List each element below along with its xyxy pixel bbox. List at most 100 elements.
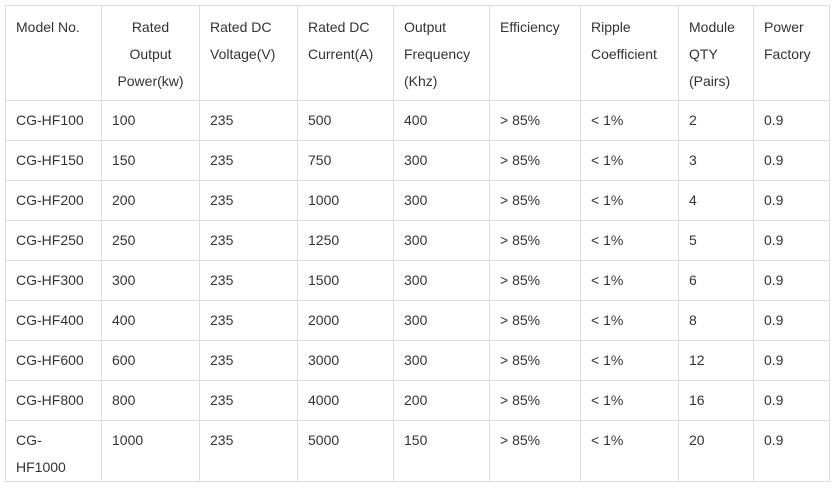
header-line: Ripple <box>591 19 631 35</box>
cell-current: 2000 <box>297 300 394 341</box>
header-line: Rated DC <box>210 19 272 35</box>
column-header-power: Rated Output Power(kw) <box>101 5 200 101</box>
cell-current: 3000 <box>297 340 394 381</box>
header-line: Rated <box>131 19 170 35</box>
cell-ripple: < 1% <box>580 380 679 421</box>
cell-power: 600 <box>101 340 200 381</box>
cell-voltage: 235 <box>199 100 298 141</box>
header-line: Model No. <box>16 19 80 35</box>
table-row: CG-HF1000 1000 235 5000 150 > 85% < 1% 20 0.9 <box>5 420 830 482</box>
column-header-current: Rated DC Current(A) <box>297 5 394 101</box>
cell-efficiency: > 85% <box>489 340 581 381</box>
cell-voltage: 235 <box>199 220 298 261</box>
spec-table: Model No. Rated Output Power(kw) Rated DC Vol… <box>5 5 830 482</box>
cell-power: 100 <box>101 100 200 141</box>
header-line: Output <box>404 19 447 35</box>
cell-current: 4000 <box>297 380 394 421</box>
cell-voltage: 235 <box>199 300 298 341</box>
cell-voltage: 235 <box>199 380 298 421</box>
cell-power: 250 <box>101 220 200 261</box>
cell-power-factor: 0.9 <box>753 180 830 221</box>
cell-module-qty: 2 <box>678 100 754 141</box>
cell-power: 400 <box>101 300 200 341</box>
cell-power-factor: 0.9 <box>753 260 830 301</box>
cell-model: CG-HF600 <box>5 340 102 381</box>
header-line: Current(A) <box>308 46 374 62</box>
cell-power-factor: 0.9 <box>753 140 830 181</box>
column-header-voltage: Rated DC Voltage(V) <box>199 5 298 101</box>
column-header-power-factor: Power Factory <box>753 5 830 101</box>
cell-frequency: 150 <box>393 420 490 482</box>
cell-power: 200 <box>101 180 200 221</box>
cell-ripple: < 1% <box>580 260 679 301</box>
table-row: CG-HF200 200 235 1000 300 > 85% < 1% 4 0.9 <box>5 180 830 221</box>
cell-efficiency: > 85% <box>489 100 581 141</box>
cell-model: CG-HF1000 <box>5 420 102 482</box>
header-line: Module <box>689 19 735 35</box>
column-header-frequency: Output Frequency (Khz) <box>393 5 490 101</box>
cell-frequency: 300 <box>393 260 490 301</box>
cell-module-qty: 5 <box>678 220 754 261</box>
cell-frequency: 200 <box>393 380 490 421</box>
header-line: (Khz) <box>404 73 438 89</box>
header-line: Frequency <box>404 46 471 62</box>
column-header-model: Model No. <box>5 5 102 101</box>
cell-efficiency: > 85% <box>489 420 581 482</box>
cell-current: 1000 <box>297 180 394 221</box>
cell-module-qty: 8 <box>678 300 754 341</box>
header-line: Output <box>129 46 172 62</box>
cell-module-qty: 4 <box>678 180 754 221</box>
table-row: CG-HF150 150 235 750 300 > 85% < 1% 3 0.9 <box>5 140 830 181</box>
table-row: CG-HF800 800 235 4000 200 > 85% < 1% 16 0.9 <box>5 380 830 421</box>
cell-power: 1000 <box>101 420 200 482</box>
cell-efficiency: > 85% <box>489 380 581 421</box>
column-header-ripple: Ripple Coefficient <box>580 5 679 101</box>
cell-power-factor: 0.9 <box>753 300 830 341</box>
table-body: CG-HF100 100 235 500 400 > 85% < 1% 2 0.9 CG-HF15… <box>5 100 830 482</box>
cell-model: CG-HF300 <box>5 260 102 301</box>
header-line: Voltage(V) <box>210 46 276 62</box>
table-row: CG-HF300 300 235 1500 300 > 85% < 1% 6 0.9 <box>5 260 830 301</box>
cell-current: 750 <box>297 140 394 181</box>
header-line: QTY <box>689 46 718 62</box>
cell-frequency: 300 <box>393 220 490 261</box>
cell-efficiency: > 85% <box>489 220 581 261</box>
header-line: Power(kw) <box>117 73 184 89</box>
table-row: CG-HF100 100 235 500 400 > 85% < 1% 2 0.9 <box>5 100 830 141</box>
header-line: Coefficient <box>591 46 657 62</box>
header-line: (Pairs) <box>689 73 731 89</box>
cell-module-qty: 16 <box>678 380 754 421</box>
cell-frequency: 300 <box>393 140 490 181</box>
cell-voltage: 235 <box>199 340 298 381</box>
table-row: CG-HF600 600 235 3000 300 > 85% < 1% 12 0.9 <box>5 340 830 381</box>
cell-model: CG-HF200 <box>5 180 102 221</box>
cell-voltage: 235 <box>199 140 298 181</box>
cell-current: 500 <box>297 100 394 141</box>
cell-ripple: < 1% <box>580 140 679 181</box>
cell-module-qty: 12 <box>678 340 754 381</box>
cell-frequency: 300 <box>393 340 490 381</box>
cell-model: CG-HF250 <box>5 220 102 261</box>
header-row: Model No. Rated Output Power(kw) Rated DC Vol… <box>5 5 830 101</box>
cell-efficiency: > 85% <box>489 260 581 301</box>
column-header-module-qty: Module QTY (Pairs) <box>678 5 754 101</box>
cell-frequency: 300 <box>393 180 490 221</box>
cell-ripple: < 1% <box>580 300 679 341</box>
cell-model: CG-HF150 <box>5 140 102 181</box>
cell-efficiency: > 85% <box>489 140 581 181</box>
cell-current: 5000 <box>297 420 394 482</box>
header-line: Efficiency <box>500 19 560 35</box>
header-line: Rated DC <box>308 19 370 35</box>
table-row: CG-HF400 400 235 2000 300 > 85% < 1% 8 0.9 <box>5 300 830 341</box>
cell-ripple: < 1% <box>580 340 679 381</box>
cell-power: 300 <box>101 260 200 301</box>
cell-frequency: 300 <box>393 300 490 341</box>
cell-efficiency: > 85% <box>489 180 581 221</box>
cell-power: 800 <box>101 380 200 421</box>
cell-model: CG-HF400 <box>5 300 102 341</box>
cell-ripple: < 1% <box>580 420 679 482</box>
cell-power-factor: 0.9 <box>753 220 830 261</box>
cell-module-qty: 3 <box>678 140 754 181</box>
cell-ripple: < 1% <box>580 220 679 261</box>
cell-power-factor: 0.9 <box>753 100 830 141</box>
